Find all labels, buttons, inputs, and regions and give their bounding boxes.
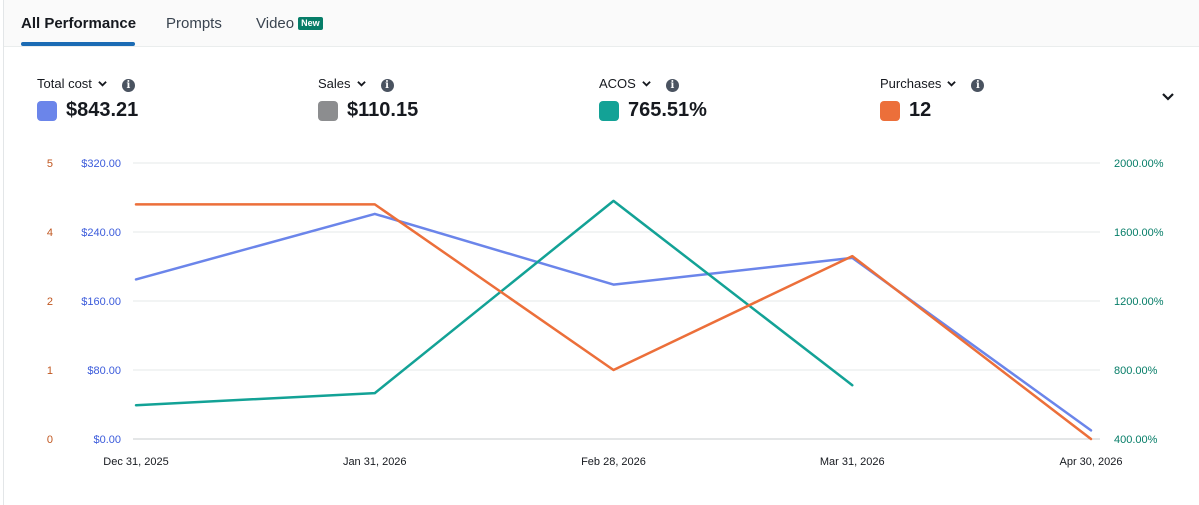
acos-axis-tick-label: 1600.00% <box>1114 227 1164 239</box>
cost-axis-tick-label: $160.00 <box>81 296 121 308</box>
cost-axis-tick-label: $0.00 <box>93 434 121 446</box>
new-badge: New <box>298 17 323 30</box>
tab-all-performance[interactable]: All Performance <box>21 15 137 32</box>
acos-axis-tick-label: 800.00% <box>1114 365 1158 377</box>
tab-video-label: Video <box>256 15 295 32</box>
info-icon[interactable]: i <box>665 78 679 92</box>
series-line-purchases <box>134 203 1093 441</box>
series-lines <box>134 199 1093 441</box>
metric-value: $843.21 <box>66 99 139 121</box>
purchases-axis-tick-label: 2 <box>47 296 53 308</box>
x-axis-tick-label: Mar 31, 2026 <box>820 456 885 468</box>
metric-acos: ACOS i 765.51% <box>599 74 707 122</box>
metric-selector-purchases[interactable]: Purchases i <box>880 74 985 92</box>
purchases-axis-tick-label: 0 <box>47 434 53 446</box>
grid-lines <box>133 162 1100 440</box>
cost-axis-tick-label: $320.00 <box>81 158 121 170</box>
info-icon[interactable]: i <box>121 78 135 92</box>
x-axis-tick-label: Apr 30, 2026 <box>1060 456 1123 468</box>
purchases-axis-tick-label: 4 <box>47 227 53 239</box>
info-icon[interactable]: i <box>971 78 985 92</box>
x-axis-tick-label: Dec 31, 2025 <box>103 456 168 468</box>
metric-sales: Sales i $110.15 <box>318 74 418 122</box>
metric-selector-acos[interactable]: ACOS i <box>599 74 707 92</box>
acos-axis-tick-label: 400.00% <box>1114 434 1158 446</box>
metric-purchases: Purchases i 12 <box>880 74 985 122</box>
chevron-down-icon <box>98 80 107 87</box>
metric-value: 765.51% <box>628 99 707 121</box>
metric-label: Purchases <box>880 75 942 91</box>
series-line-acos <box>134 199 854 407</box>
purchases-axis-tick-label: 1 <box>47 365 53 377</box>
cost-axis-tick-label: $240.00 <box>81 227 121 239</box>
info-icon[interactable]: i <box>380 78 394 92</box>
cost-axis-tick-label: $80.00 <box>87 365 121 377</box>
metric-total-cost: Total cost i $843.21 <box>37 74 138 122</box>
chevron-down-icon <box>947 80 957 87</box>
tab-prompts[interactable]: Prompts <box>166 15 222 32</box>
x-axis-tick-label: Feb 28, 2026 <box>581 456 646 468</box>
purchases-axis-tick-label: 5 <box>47 158 53 170</box>
color-swatch[interactable] <box>37 100 57 121</box>
frame-border <box>3 0 4 505</box>
expand-chevron-icon[interactable] <box>1161 92 1175 102</box>
color-swatch[interactable] <box>599 100 619 121</box>
acos-axis-tick-label: 1200.00% <box>1114 296 1164 308</box>
axis-labels: 0 1 2 4 5 $0.00 $80.00 $160.00 $240.00 $320.00 400… <box>47 158 1164 468</box>
tab-video[interactable]: Video New <box>256 15 323 32</box>
metric-selector-total-cost[interactable]: Total cost i <box>37 74 138 92</box>
x-axis-tick-label: Jan 31, 2026 <box>343 456 407 468</box>
metric-value: 12 <box>909 99 932 121</box>
active-tab-indicator <box>21 42 135 46</box>
color-swatch[interactable] <box>880 100 900 121</box>
color-swatch[interactable] <box>318 100 338 121</box>
chevron-down-icon <box>356 80 366 87</box>
acos-axis-tick-label: 2000.00% <box>1114 158 1164 170</box>
tab-bar: All Performance Prompts Video New <box>4 0 1199 47</box>
metric-label: Total cost <box>37 75 92 91</box>
metric-value: $110.15 <box>347 99 419 121</box>
metric-label: Sales <box>318 75 351 91</box>
metric-label: ACOS <box>599 75 636 91</box>
chevron-down-icon <box>642 80 651 87</box>
metric-selector-sales[interactable]: Sales i <box>318 74 418 92</box>
series-line-total-cost <box>134 212 1093 432</box>
